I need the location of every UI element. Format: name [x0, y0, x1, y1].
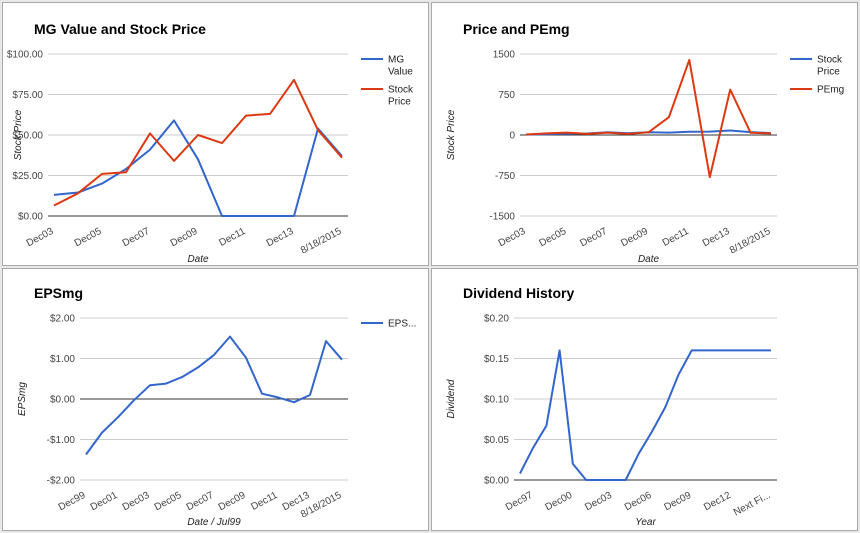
chart3-x-tick-label: Dec05: [153, 490, 184, 513]
chart4-title: Dividend History: [463, 285, 574, 301]
chart3-series-eps-line: [85, 335, 343, 456]
chart2-y-tick-label: 1500: [493, 50, 516, 61]
chart2-x-tick-label: Dec05: [538, 226, 569, 249]
chart2-y-tick-label: 750: [498, 90, 515, 101]
chart4-x-tick-label: Dec09: [662, 490, 693, 513]
chart2-y-axis-label: Stock Price: [446, 109, 457, 160]
chart1-series-stock-price-line: [53, 78, 343, 207]
chart3-y-tick-label: $0.00: [50, 395, 75, 406]
chart1-y-tick-label: $50.00: [12, 131, 43, 142]
chart1-y-tick-label: $0.00: [18, 212, 43, 223]
chart2-x-tick-label: Dec09: [619, 226, 650, 249]
chart4-y-tick-label: $0.10: [484, 395, 509, 406]
chart1-y-tick-label: $75.00: [12, 90, 43, 101]
chart2-x-tick-label: Dec07: [578, 226, 609, 249]
chart2-x-tick-label: 8/18/2015: [728, 226, 773, 257]
chart3-y-tick-label: -$1.00: [47, 435, 76, 446]
chart3-legend-label: EPS...: [388, 319, 416, 330]
chart1-legend-label: MG Value: [388, 55, 413, 78]
chart2-x-tick-label: Dec11: [661, 226, 691, 249]
chart3-x-tick-label: Dec09: [217, 490, 248, 513]
chart2-y-tick-label: 0: [509, 131, 515, 142]
chart4-y-tick-label: $0.05: [484, 435, 509, 446]
chart1-x-tick-label: Dec11: [217, 226, 247, 249]
chart4-x-tick-label: Dec06: [623, 490, 654, 513]
chart-svg-dividend-history: Dividend History $0.00 $0.05 $0.10 $0.15 $0.2…: [446, 285, 777, 528]
chart3-x-tick-label: Dec07: [185, 490, 216, 513]
chart3-y-tick-label: $2.00: [50, 314, 75, 325]
chart3-x-axis-label: Date / Jul99: [187, 517, 241, 528]
chart4-y-axis-label: Dividend: [446, 379, 457, 418]
chart1-series-mg-value-line: [53, 119, 343, 217]
chart-panel-price-pemg: Price and PEmg -1500 -750 0 750 1500 Dec03 Dec0…: [431, 2, 858, 266]
chart2-y-tick-label: -750: [495, 171, 515, 182]
chart-panel-epsmg: EPSmg -$2.00 -$1.00 $0.00 $1.00 $2.00 Dec99 Dec…: [2, 268, 429, 531]
chart4-x-tick-label: Dec03: [583, 490, 614, 513]
chart2-series-pemg-line: [525, 58, 772, 179]
chart3-x-tick-label: Dec01: [89, 490, 120, 513]
chart1-y-axis-label: Stock Price: [13, 109, 24, 160]
chart1-x-tick-label: Dec09: [169, 226, 200, 249]
chart3-y-axis-label: EPSmg: [17, 382, 28, 416]
chart4-x-tick-label: Dec12: [702, 490, 733, 513]
chart1-x-tick-label: Dec03: [25, 226, 56, 249]
chart-svg-price-pemg: Price and PEmg -1500 -750 0 750 1500 Dec03 Dec0…: [446, 21, 844, 265]
chart3-y-tick-label: -$2.00: [47, 476, 76, 487]
chart-panel-mg-value: MG Value and Stock Price $0.00 $25.00 $50.0…: [2, 2, 429, 266]
chart2-legend-label: PEmg: [817, 85, 844, 96]
chart4-y-tick-label: $0.20: [484, 314, 509, 325]
chart1-x-tick-label: 8/18/2015: [299, 226, 344, 257]
chart4-x-tick-label: Dec00: [544, 490, 575, 513]
chart1-legend-label: Stock Price: [388, 85, 414, 108]
chart2-x-axis-label: Date: [638, 254, 660, 265]
chart3-x-tick-label: Dec03: [121, 490, 152, 513]
chart2-x-tick-label: Dec13: [701, 226, 732, 249]
chart1-y-tick-label: $25.00: [12, 171, 43, 182]
chart3-x-tick-label: Dec11: [249, 490, 279, 513]
chart4-x-axis-label: Year: [635, 517, 656, 528]
chart2-y-tick-label: -1500: [489, 212, 515, 223]
chart2-legend-label: Stock Price: [817, 55, 843, 78]
chart1-x-tick-label: Dec05: [73, 226, 104, 249]
chart1-y-tick-label: $100.00: [7, 50, 44, 61]
chart3-y-tick-label: $1.00: [50, 354, 75, 365]
chart2-title: Price and PEmg: [463, 21, 570, 37]
chart4-y-tick-label: $0.15: [484, 354, 509, 365]
chart3-title: EPSmg: [34, 285, 83, 301]
chart-svg-mg-value: MG Value and Stock Price $0.00 $25.00 $50.0…: [7, 21, 414, 265]
chart-panel-dividend-history: Dividend History $0.00 $0.05 $0.10 $0.15 $0.2…: [431, 268, 858, 531]
chart4-y-tick-label: $0.00: [484, 476, 509, 487]
chart4-series-line-line: [519, 349, 771, 481]
chart2-x-tick-label: Dec03: [497, 226, 528, 249]
chart4-x-tick-label: Dec97: [504, 490, 535, 513]
chart4-x-tick-label: Next Fi...: [732, 490, 772, 518]
chart3-x-tick-label: Dec99: [57, 490, 88, 513]
chart1-x-tick-label: Dec13: [265, 226, 296, 249]
chart1-title: MG Value and Stock Price: [34, 21, 206, 37]
chart1-x-tick-label: Dec07: [121, 226, 152, 249]
chart1-x-axis-label: Date: [187, 254, 209, 265]
